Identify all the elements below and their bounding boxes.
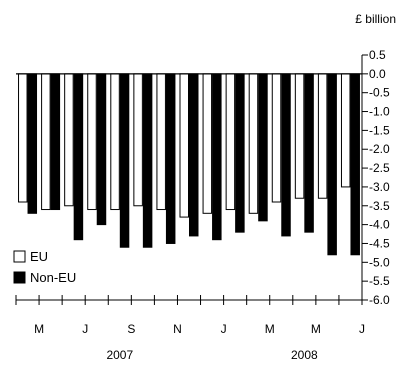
- bar-non-eu-1: [50, 73, 61, 211]
- bar-non-eu-8: [212, 73, 222, 241]
- x-month-label: J: [221, 322, 227, 336]
- bar-non-eu-3: [96, 73, 107, 226]
- y-axis: 0.5 0.0 -0.5 -1.0 -1.5 -2.0 -2.5 -3.0 -3.5 -4.0 -4…: [361, 48, 390, 307]
- bar-eu-14: [340, 73, 351, 188]
- y-tick-label: -0.5: [369, 86, 390, 100]
- bar-eu-3: [87, 73, 97, 211]
- bar-eu-1: [41, 73, 51, 211]
- legend: EU Non-EU: [13, 249, 76, 285]
- x-month-label: M: [34, 322, 44, 336]
- legend-label-eu: EU: [30, 249, 48, 264]
- y-tick-label: 0.5: [369, 48, 386, 62]
- y-tick-label: -1.0: [369, 105, 390, 119]
- bar-non-eu-0: [27, 73, 38, 214]
- bar-non-eu-11: [281, 73, 291, 237]
- y-tick-label: -5.5: [369, 274, 390, 288]
- bar-non-eu-2: [73, 73, 84, 241]
- bar-non-eu-6: [165, 73, 176, 244]
- y-tick-label: -3.0: [369, 180, 390, 194]
- legend-swatch-non-eu: [13, 271, 26, 284]
- bar-eu-2: [64, 73, 74, 207]
- y-tick-label: -5.0: [369, 255, 390, 269]
- bar-non-eu-14: [350, 73, 360, 256]
- y-tick-label: 0.0: [369, 67, 386, 81]
- y-tick-label: -4.5: [369, 236, 390, 250]
- bars-group: [18, 73, 360, 256]
- x-month-label: N: [173, 322, 182, 336]
- x-year-label: 2007: [106, 348, 133, 362]
- bar-eu-6: [156, 73, 166, 211]
- bar-eu-11: [271, 73, 282, 203]
- y-tick-label: -2.5: [369, 161, 390, 175]
- bar-non-eu-13: [327, 73, 337, 256]
- bar-eu-5: [133, 73, 143, 207]
- bar-eu-4: [110, 73, 120, 211]
- y-tick-label: -2.0: [369, 142, 390, 156]
- bar-eu-8: [202, 73, 213, 214]
- legend-swatch-eu: [13, 250, 26, 263]
- x-month-label: M: [311, 322, 321, 336]
- y-tick-label: -3.5: [369, 199, 390, 213]
- bar-eu-10: [248, 73, 259, 214]
- bar-non-eu-12: [304, 73, 314, 233]
- legend-label-non-eu: Non-EU: [30, 270, 76, 285]
- bar-eu-0: [18, 73, 28, 203]
- bar-non-eu-5: [142, 73, 153, 248]
- x-axis: M J S N J M M J 2007 2008: [15, 295, 365, 362]
- bar-eu-7: [179, 73, 189, 218]
- bar-eu-13: [317, 73, 328, 199]
- bar-non-eu-10: [258, 73, 268, 222]
- bar-eu-9: [225, 73, 236, 211]
- bar-eu-12: [294, 73, 305, 199]
- x-month-label: J: [359, 322, 365, 336]
- x-month-label: J: [82, 322, 88, 336]
- bar-non-eu-7: [189, 73, 199, 237]
- y-tick-label: -4.0: [369, 218, 390, 232]
- y-tick-label: -6.0: [369, 293, 390, 307]
- x-month-label: M: [265, 322, 275, 336]
- bar-non-eu-4: [119, 73, 130, 248]
- x-year-label: 2008: [291, 348, 318, 362]
- unit-label: £ billion: [355, 12, 396, 26]
- y-tick-label: -1.5: [369, 123, 390, 137]
- bar-non-eu-9: [235, 73, 245, 233]
- x-month-label: S: [127, 322, 135, 336]
